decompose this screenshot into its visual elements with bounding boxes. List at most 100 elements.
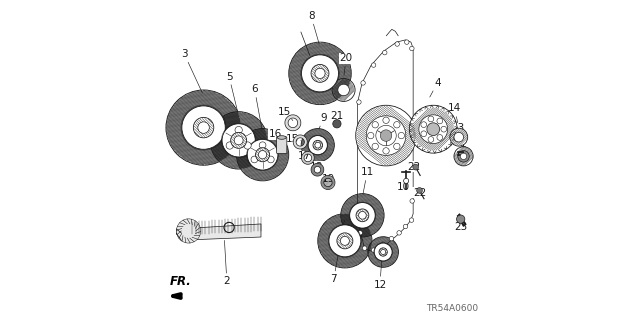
- Circle shape: [428, 137, 434, 142]
- Circle shape: [329, 225, 361, 257]
- Circle shape: [419, 115, 447, 144]
- Circle shape: [383, 117, 389, 123]
- Circle shape: [332, 78, 355, 101]
- Circle shape: [230, 132, 246, 148]
- Text: 8: 8: [308, 11, 319, 44]
- Text: 14: 14: [448, 103, 461, 125]
- Circle shape: [421, 131, 427, 137]
- Text: TR54A0600: TR54A0600: [426, 304, 478, 313]
- Circle shape: [394, 143, 400, 150]
- Circle shape: [314, 167, 321, 173]
- Circle shape: [454, 132, 463, 142]
- Circle shape: [301, 129, 334, 162]
- Circle shape: [437, 118, 443, 124]
- Circle shape: [210, 112, 268, 169]
- Circle shape: [421, 122, 427, 128]
- Circle shape: [356, 105, 417, 166]
- Circle shape: [404, 40, 409, 44]
- Text: 4: 4: [430, 78, 441, 97]
- Circle shape: [398, 132, 404, 139]
- Circle shape: [394, 122, 400, 128]
- Circle shape: [395, 42, 399, 46]
- Text: 5: 5: [226, 71, 238, 113]
- Circle shape: [244, 142, 252, 149]
- Text: 22: 22: [408, 161, 420, 172]
- Circle shape: [361, 81, 365, 85]
- Circle shape: [198, 122, 209, 133]
- Circle shape: [268, 156, 274, 163]
- Circle shape: [193, 117, 214, 138]
- Circle shape: [413, 164, 419, 170]
- Circle shape: [356, 209, 369, 222]
- Circle shape: [403, 224, 408, 229]
- Text: 6: 6: [252, 84, 262, 130]
- Circle shape: [358, 231, 362, 235]
- Text: 1: 1: [460, 139, 466, 152]
- Text: 18: 18: [310, 161, 323, 172]
- Circle shape: [234, 136, 243, 145]
- Text: FR.: FR.: [170, 275, 191, 288]
- Circle shape: [226, 142, 234, 149]
- Circle shape: [318, 214, 372, 268]
- Polygon shape: [177, 224, 261, 240]
- Circle shape: [235, 126, 243, 134]
- Circle shape: [383, 50, 387, 55]
- Text: 21: 21: [330, 111, 344, 122]
- Circle shape: [379, 248, 387, 256]
- Text: 19: 19: [322, 174, 335, 184]
- Circle shape: [437, 135, 443, 140]
- Circle shape: [289, 42, 351, 105]
- Circle shape: [376, 125, 396, 146]
- Circle shape: [349, 203, 375, 228]
- FancyBboxPatch shape: [276, 137, 287, 153]
- Text: 13: 13: [452, 123, 465, 144]
- Circle shape: [368, 237, 399, 267]
- Text: 15: 15: [278, 107, 293, 121]
- Circle shape: [313, 140, 323, 150]
- Circle shape: [371, 248, 376, 252]
- Circle shape: [255, 148, 269, 162]
- Circle shape: [381, 242, 385, 247]
- Circle shape: [182, 106, 225, 149]
- Circle shape: [404, 178, 409, 183]
- Circle shape: [397, 231, 401, 235]
- Circle shape: [410, 218, 414, 222]
- Circle shape: [337, 233, 353, 249]
- Circle shape: [380, 130, 392, 141]
- Text: 16: 16: [269, 129, 282, 139]
- Text: 23: 23: [454, 221, 468, 232]
- Circle shape: [251, 156, 258, 163]
- Circle shape: [410, 199, 415, 203]
- Text: 20: 20: [340, 53, 353, 75]
- Circle shape: [383, 148, 389, 154]
- Circle shape: [372, 143, 378, 150]
- Circle shape: [301, 55, 339, 92]
- Circle shape: [367, 132, 374, 139]
- Text: 22: 22: [413, 188, 426, 198]
- Circle shape: [381, 249, 386, 255]
- Circle shape: [259, 151, 267, 159]
- Text: 15: 15: [286, 134, 300, 144]
- Circle shape: [410, 105, 457, 153]
- Text: 11: 11: [360, 167, 374, 194]
- Circle shape: [247, 139, 278, 170]
- Circle shape: [371, 63, 376, 67]
- Circle shape: [315, 142, 321, 148]
- Circle shape: [458, 151, 469, 162]
- Circle shape: [460, 153, 467, 160]
- Circle shape: [340, 194, 384, 237]
- Text: 12: 12: [373, 242, 387, 290]
- Circle shape: [333, 120, 341, 128]
- Circle shape: [177, 219, 201, 243]
- Circle shape: [356, 100, 361, 104]
- Circle shape: [441, 126, 447, 132]
- Circle shape: [259, 142, 266, 149]
- Circle shape: [362, 246, 367, 250]
- Circle shape: [454, 147, 473, 166]
- Text: 10: 10: [396, 179, 410, 192]
- Circle shape: [236, 129, 289, 181]
- Circle shape: [374, 243, 392, 261]
- Circle shape: [338, 84, 349, 96]
- Text: 2: 2: [223, 241, 230, 286]
- Circle shape: [366, 116, 406, 155]
